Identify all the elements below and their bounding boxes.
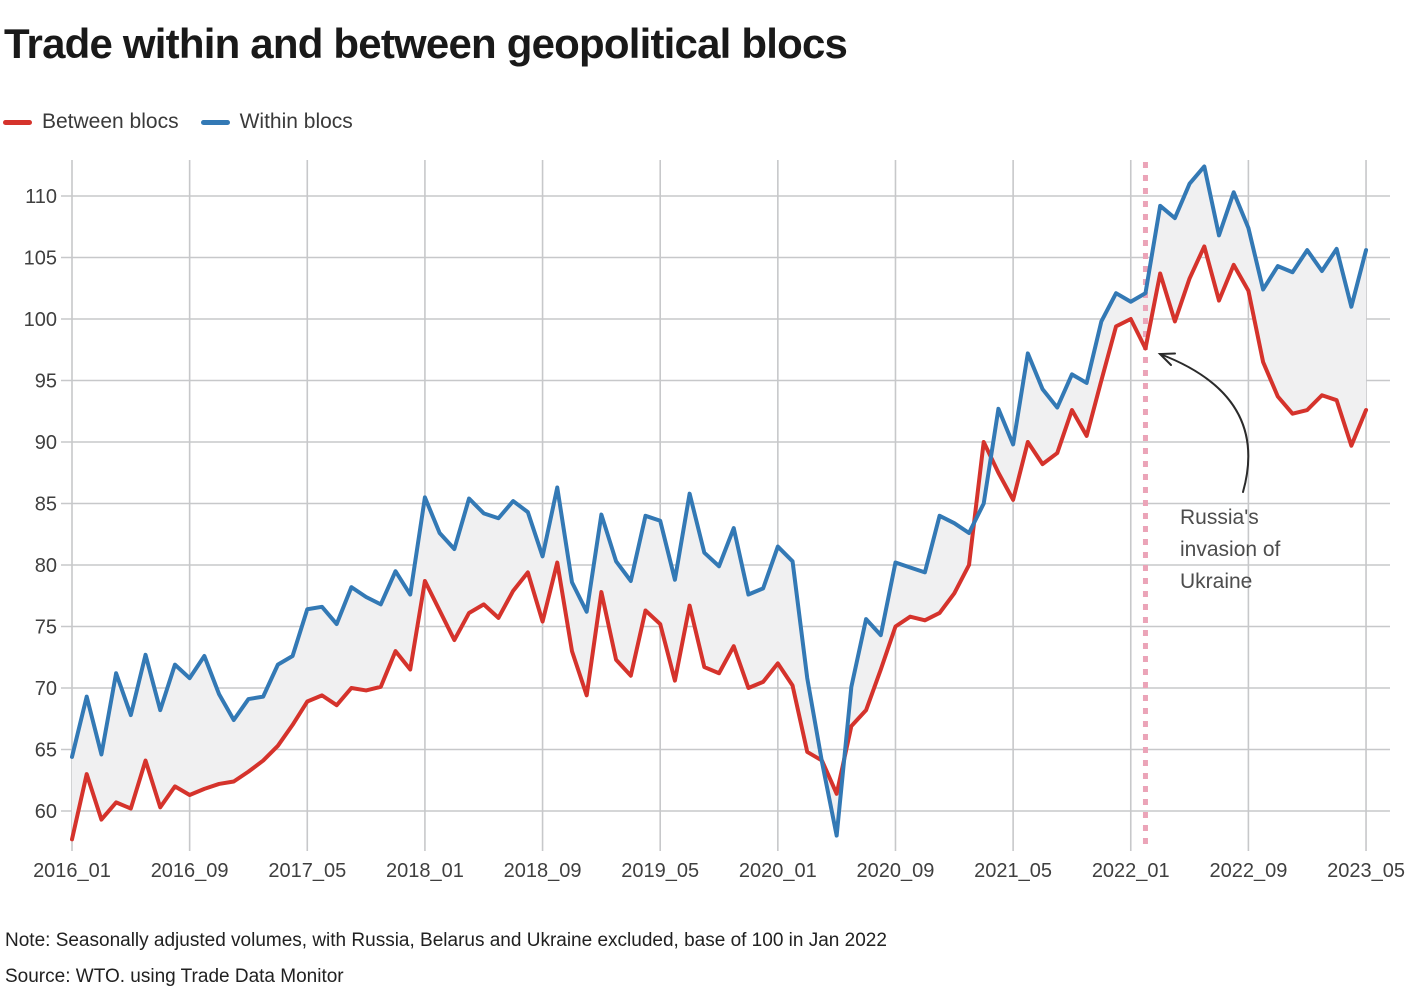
legend-label: Between blocs: [42, 110, 179, 133]
between-blocs-swatch-icon: [3, 119, 32, 125]
x-tick-label: 2019_05: [621, 860, 699, 882]
y-tick-label: 100: [24, 309, 57, 331]
annotation-line: Russia's: [1180, 506, 1259, 529]
y-tick-label: 85: [35, 494, 57, 516]
y-tick-label: 70: [35, 678, 57, 700]
source-line: Source: WTO. using Trade Data Monitor: [5, 966, 344, 987]
legend-label: Within blocs: [239, 110, 353, 133]
page-title: Trade within and between geopolitical bl…: [4, 20, 848, 67]
y-tick-label: 80: [35, 555, 57, 577]
annotation-line: invasion of: [1180, 538, 1281, 561]
annotation-line: Ukraine: [1180, 570, 1253, 593]
event-annotation: Russia's invasion of Ukraine: [1180, 502, 1280, 598]
x-tick-label: 2018_09: [504, 860, 582, 882]
legend-item-between-blocs: Between blocs: [3, 110, 179, 134]
x-tick-label: 2022_09: [1209, 860, 1287, 882]
x-tick-label: 2021_05: [974, 860, 1052, 882]
legend: Between blocs Within blocs: [3, 110, 353, 134]
x-tick-label: 2020_09: [857, 860, 935, 882]
within-blocs-swatch-icon: [200, 119, 230, 125]
y-tick-label: 90: [35, 432, 57, 454]
x-tick-label: 2018_01: [386, 860, 464, 882]
y-tick-label: 65: [35, 740, 57, 762]
footnote: Note: Seasonally adjusted volumes, with …: [5, 930, 887, 951]
y-tick-label: 60: [35, 801, 57, 823]
between-blocs-line: [70, 244, 1369, 842]
x-tick-label: 2022_01: [1092, 860, 1170, 882]
legend-item-within-blocs: Within blocs: [200, 110, 353, 134]
x-tick-label: 2023_05: [1327, 860, 1405, 882]
band-fill: [72, 166, 1367, 840]
x-tick-label: 2017_05: [268, 860, 346, 882]
x-tick-label: 2020_01: [739, 860, 817, 882]
x-tick-label: 2016_09: [151, 860, 229, 882]
y-tick-label: 105: [24, 248, 57, 270]
within-blocs-line: [70, 164, 1369, 838]
y-tick-label: 95: [35, 371, 57, 393]
y-tick-label: 110: [25, 186, 57, 208]
annotation-arrow: [1157, 352, 1250, 493]
x-tick-label: 2016_01: [33, 860, 111, 882]
y-tick-label: 75: [35, 617, 57, 639]
